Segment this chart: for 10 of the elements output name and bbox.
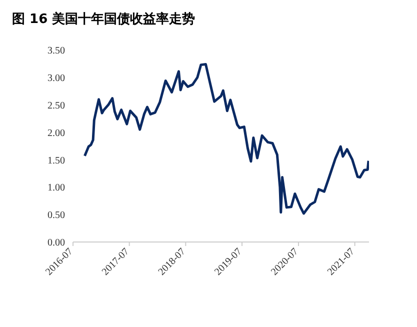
y-tick-label: 1.00 xyxy=(48,182,65,194)
y-tick-label: 1.50 xyxy=(48,155,65,166)
y-tick-label: 0.00 xyxy=(48,238,65,249)
y-tick-label: 3.00 xyxy=(48,72,65,84)
y-tick-label: 3.50 xyxy=(48,46,65,57)
y-tick-label: 0.50 xyxy=(48,210,65,222)
line-series xyxy=(83,63,369,215)
chart-title: 图 16 美国十年国债收益率走势 xyxy=(11,10,196,29)
y-tick-label: 2.50 xyxy=(48,100,65,112)
y-tick-label: 2.00 xyxy=(48,128,65,139)
